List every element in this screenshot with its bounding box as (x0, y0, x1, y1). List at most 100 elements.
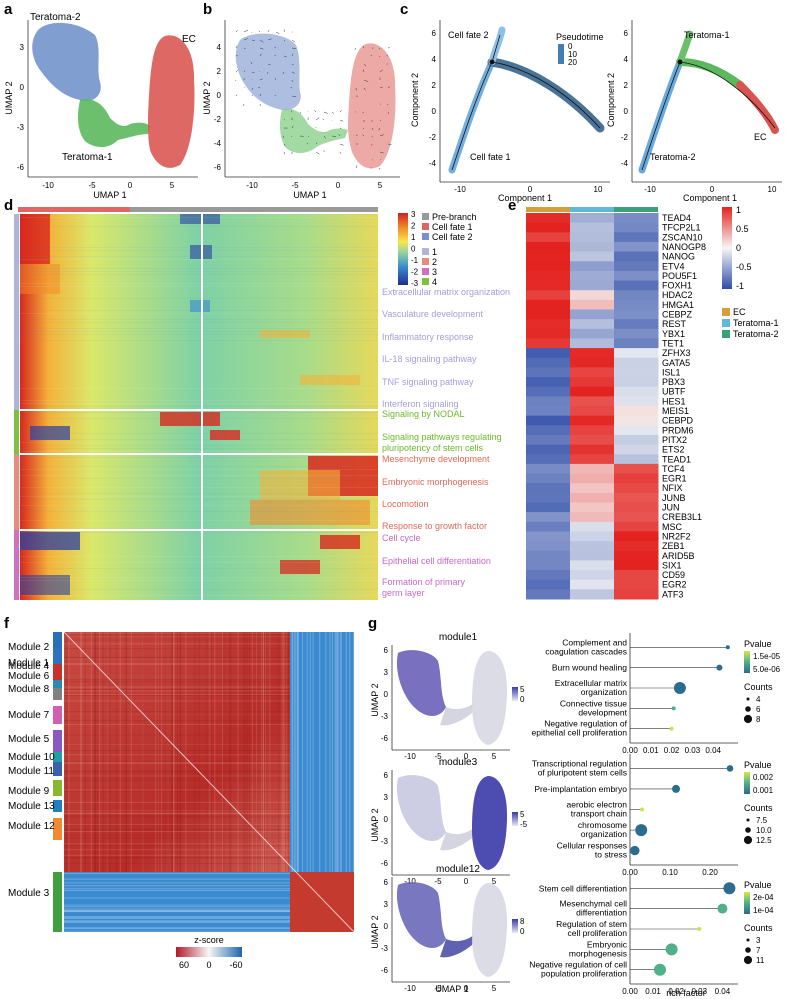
e-heat-cell (570, 434, 615, 446)
f-row-stripe (64, 813, 290, 815)
heatmap-row-line (20, 505, 378, 506)
e-heat-cell (570, 232, 615, 243)
f-col-stripe (65, 632, 67, 872)
e-gene-label: TET1 (662, 338, 684, 348)
g-term-label: Cellular responses (557, 841, 627, 851)
e-heat-cell (614, 367, 659, 378)
e-heat-cell (526, 434, 571, 446)
e-heat-cell (570, 338, 615, 349)
e-gene-label: NANOG (662, 252, 695, 262)
f-col-stripe (229, 632, 231, 872)
c-legend-title: Pseudotime (556, 32, 604, 42)
f-blue-stripe (353, 632, 355, 872)
e-gene-label: ARID5B (662, 551, 695, 561)
f-col-stripe (256, 632, 257, 872)
velocity-arrow (371, 127, 374, 131)
heatmap-row-line (20, 319, 378, 320)
f-col-stripe (283, 632, 285, 872)
g-term-label: morphogenesis (569, 948, 627, 958)
velocity-arrow (362, 134, 365, 137)
g-counts-tick: 6 (756, 705, 761, 714)
e-gene-label: TCF4 (662, 464, 685, 474)
g-pvalue-title: Pvalue (744, 880, 772, 890)
velocity-arrow (355, 134, 358, 137)
f-row-stripe (64, 675, 290, 677)
heatmap-row-line (20, 451, 378, 452)
d-color-scale: 3 2 1 0 -1 -2 -3 (411, 210, 419, 288)
g-ytick: -6 (381, 966, 389, 975)
heatmap-row-line (20, 478, 378, 479)
e-heat-cell (526, 415, 571, 426)
g-umap-scale (512, 687, 518, 701)
f-row-stripe (64, 824, 290, 826)
g-xtick: 0 (464, 877, 469, 886)
g-term-label: Stem cell differentiation (539, 883, 627, 893)
g-dot-point (716, 664, 723, 671)
heatmap-row-line (20, 412, 378, 413)
g-ytick: -6 (381, 734, 389, 743)
b-ytick: 4 (217, 43, 222, 52)
e-heat-cell (614, 232, 659, 243)
b-ytick: 2 (217, 67, 222, 76)
velocity-arrow (243, 38, 248, 41)
f-col-stripe (256, 632, 258, 872)
g-xtick: -10 (404, 752, 416, 761)
f-row-stripe (64, 810, 290, 812)
e-heat-cell (614, 241, 659, 253)
heatmap-row-line (20, 418, 378, 419)
f-row-stripe (64, 657, 290, 658)
e-column-bar (570, 207, 614, 212)
g-term-label: chromosome (578, 820, 627, 830)
f-module-label: Module 10 (8, 752, 55, 763)
heatmap-row-line (20, 322, 378, 323)
f-module-label: Module 7 (8, 710, 50, 721)
a-ytick: 3 (20, 43, 25, 52)
e-heat-cell (614, 579, 659, 590)
e-heat-cell (526, 222, 571, 233)
heatmap-row-line (20, 433, 378, 434)
f-row-stripe (64, 849, 290, 851)
g-term-label: development (578, 707, 627, 717)
g-xtick: -10 (404, 984, 416, 993)
f-legend-tick: 0 (206, 960, 211, 970)
e-heat-cell (614, 290, 659, 301)
f-row-stripe (64, 834, 290, 836)
e-heat-cell (570, 454, 615, 465)
f-col-stripe (285, 632, 287, 872)
heatmap-row-line (20, 328, 378, 329)
d-scale-tick: -1 (411, 256, 419, 265)
f-col-stripe (209, 632, 211, 872)
a-xtick: 5 (170, 181, 175, 190)
velocity-arrow (251, 39, 255, 42)
velocity-arrow (282, 135, 285, 139)
d-pathway-label: Epithelial cell differentiation (382, 556, 491, 566)
velocity-arrow (379, 69, 383, 73)
e-heat-cell (614, 270, 659, 282)
g-counts-tick: 11 (756, 956, 765, 965)
e-heat-cell (526, 531, 571, 542)
e-heat-cell (614, 502, 659, 513)
d-pathway-label: Signaling by NODAL (382, 409, 465, 419)
g-xtick: 0 (464, 984, 469, 993)
f-row-stripe (64, 685, 290, 687)
f-col-stripe (90, 632, 92, 872)
e-gene-label: HES1 (662, 396, 686, 406)
velocity-arrow (322, 118, 325, 121)
f-blue-stripe (306, 632, 308, 872)
c2-ytick: 4 (624, 55, 629, 64)
d-pathway-label: Cell cycle (382, 533, 421, 543)
velocity-arrow (387, 143, 392, 146)
e-gene-label: SIX1 (662, 560, 682, 570)
f-col-stripe (264, 632, 266, 872)
f-col-stripe (167, 632, 169, 872)
f-row-stripe (64, 675, 290, 677)
g-dot-xtick: 0.20 (702, 868, 718, 877)
e-legend-label: Teratoma-2 (733, 329, 779, 339)
e-heat-cell (570, 550, 615, 561)
b-ytick: -6 (214, 163, 222, 172)
g-term-label: Negative regulation of (544, 719, 627, 729)
f-blue-stripe (64, 906, 290, 908)
e-heat-cell (570, 512, 615, 523)
heatmap-band (260, 330, 310, 338)
g-term-label: Transcriptional regulation (532, 758, 627, 768)
